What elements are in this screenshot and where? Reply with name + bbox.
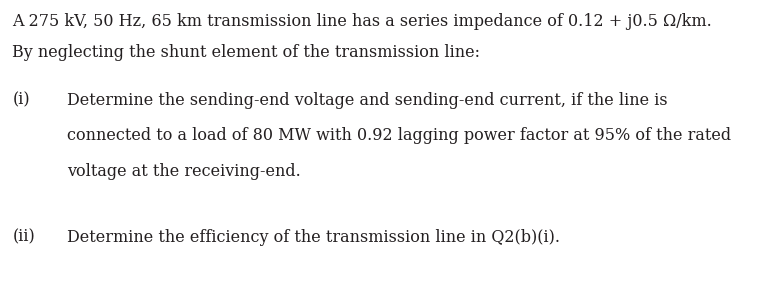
Text: voltage at the receiving-end.: voltage at the receiving-end.: [67, 163, 301, 180]
Text: (ii): (ii): [12, 229, 35, 246]
Text: connected to a load of 80 MW with 0.92 lagging power factor at 95% of the rated: connected to a load of 80 MW with 0.92 l…: [67, 127, 731, 144]
Text: (i): (i): [12, 92, 30, 108]
Text: Determine the efficiency of the transmission line in Q2(b)(i).: Determine the efficiency of the transmis…: [67, 229, 560, 246]
Text: Determine the sending-end voltage and sending-end current, if the line is: Determine the sending-end voltage and se…: [67, 92, 668, 108]
Text: By neglecting the shunt element of the transmission line:: By neglecting the shunt element of the t…: [12, 44, 480, 61]
Text: A 275 kV, 50 Hz, 65 km transmission line has a series impedance of 0.12 + j0.5 Ω: A 275 kV, 50 Hz, 65 km transmission line…: [12, 13, 712, 30]
